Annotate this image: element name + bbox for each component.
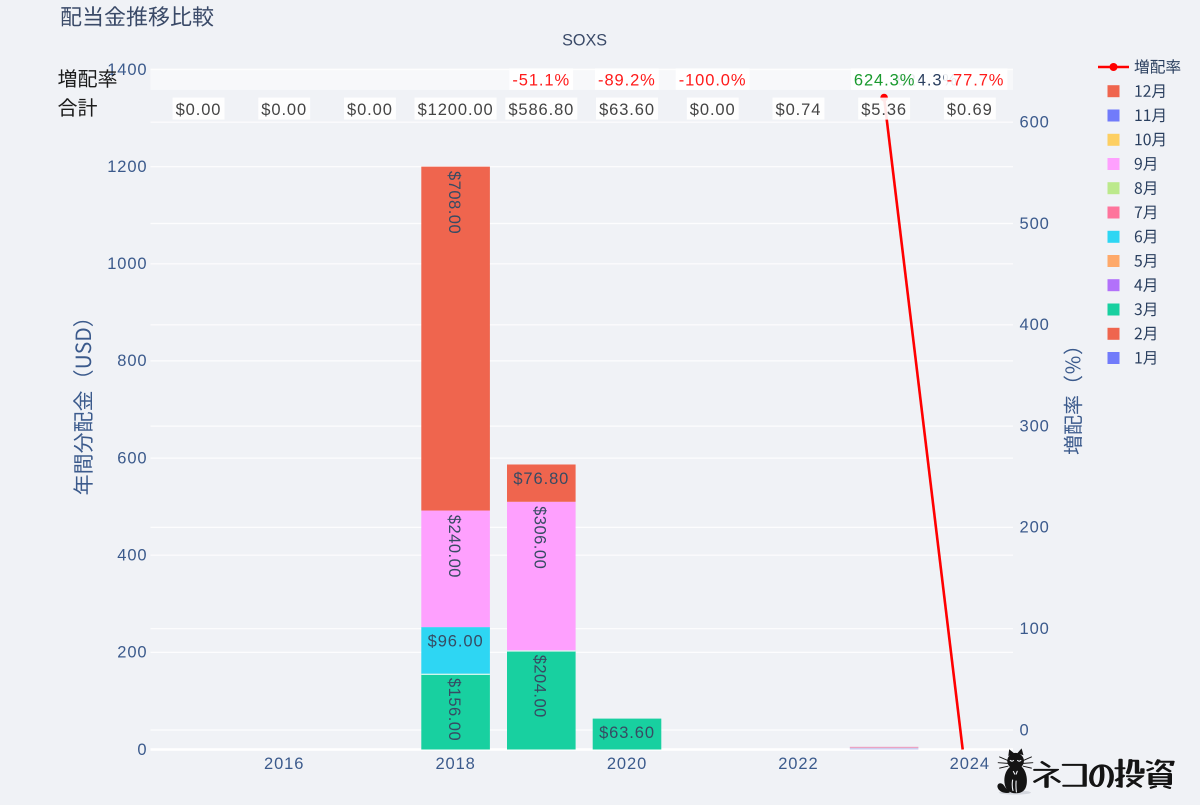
svg-text:200: 200	[117, 644, 147, 662]
svg-text:$306.00: $306.00	[531, 506, 549, 569]
svg-text:$0.00: $0.00	[347, 101, 393, 119]
svg-text:$63.60: $63.60	[599, 101, 655, 119]
svg-text:-100.0%: -100.0%	[679, 71, 747, 89]
svg-text:$5.36: $5.36	[861, 101, 907, 119]
svg-text:$0.00: $0.00	[690, 101, 736, 119]
svg-text:$96.00: $96.00	[428, 633, 484, 651]
svg-text:2024: 2024	[950, 755, 990, 773]
svg-text:600: 600	[1020, 114, 1050, 132]
svg-text:$0.69: $0.69	[947, 101, 993, 119]
svg-text:$0.00: $0.00	[261, 101, 307, 119]
svg-text:0: 0	[1020, 721, 1030, 739]
svg-text:400: 400	[117, 547, 147, 565]
svg-text:100: 100	[1020, 620, 1050, 638]
svg-text:$0.74: $0.74	[776, 101, 822, 119]
svg-text:400: 400	[1020, 316, 1050, 334]
svg-text:2020: 2020	[607, 755, 647, 773]
svg-text:$204.00: $204.00	[531, 655, 549, 718]
svg-text:1200: 1200	[107, 158, 147, 176]
svg-text:200: 200	[1020, 519, 1050, 537]
svg-text:$240.00: $240.00	[445, 515, 463, 578]
svg-text:0: 0	[137, 741, 147, 759]
svg-text:-77.7%: -77.7%	[947, 71, 1005, 89]
svg-text:$586.80: $586.80	[508, 101, 574, 119]
svg-text:$76.80: $76.80	[513, 470, 569, 488]
svg-text:$63.60: $63.60	[599, 724, 655, 742]
svg-text:300: 300	[1020, 417, 1050, 435]
svg-text:$156.00: $156.00	[445, 678, 463, 741]
svg-text:-89.2%: -89.2%	[598, 71, 656, 89]
svg-text:2022: 2022	[778, 755, 818, 773]
svg-text:800: 800	[117, 352, 147, 370]
svg-text:$708.00: $708.00	[445, 171, 463, 234]
svg-text:-51.1%: -51.1%	[512, 71, 570, 89]
svg-text:600: 600	[117, 449, 147, 467]
svg-text:500: 500	[1020, 215, 1050, 233]
svg-text:SOXS: SOXS	[562, 32, 607, 50]
svg-text:1000: 1000	[107, 255, 147, 273]
svg-text:$0.00: $0.00	[176, 101, 222, 119]
svg-text:2018: 2018	[435, 755, 475, 773]
svg-text:2016: 2016	[264, 755, 304, 773]
svg-text:1400: 1400	[107, 61, 147, 79]
svg-text:$1200.00: $1200.00	[418, 101, 494, 119]
svg-text:624.3%: 624.3%	[854, 71, 915, 89]
